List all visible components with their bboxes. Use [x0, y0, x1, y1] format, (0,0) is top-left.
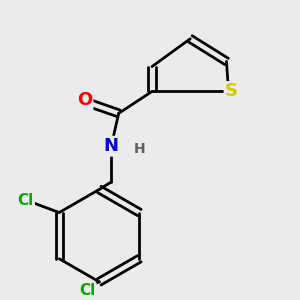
Text: O: O: [77, 91, 92, 109]
Text: H: H: [134, 142, 146, 156]
Text: Cl: Cl: [17, 193, 34, 208]
Text: N: N: [104, 137, 119, 155]
Text: S: S: [225, 82, 238, 100]
Text: Cl: Cl: [79, 283, 95, 298]
